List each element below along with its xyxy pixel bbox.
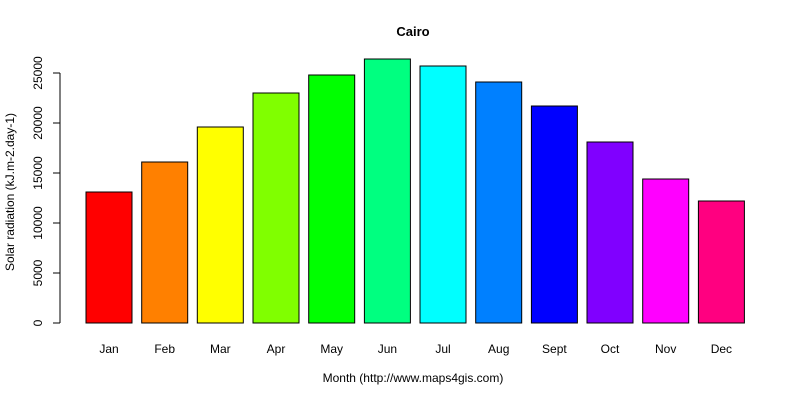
x-tick-label-oct: Oct: [601, 342, 620, 356]
bar-feb: [141, 161, 189, 324]
bar-jan: [85, 191, 133, 324]
x-tick-label-apr: Apr: [267, 342, 286, 356]
bar-sept: [530, 105, 578, 324]
bar-jul: [419, 65, 467, 324]
x-tick-label-nov: Nov: [655, 342, 676, 356]
y-tick-label-10000: 10000: [31, 206, 45, 240]
x-axis-label: Month (http://www.maps4gis.com): [323, 371, 504, 385]
x-tick-label-jan: Jan: [99, 342, 118, 356]
bar-may: [308, 74, 356, 324]
bar-oct: [586, 141, 634, 324]
bar-nov: [642, 178, 690, 324]
y-axis: 0 5000 10000 15000 20000 25000: [31, 56, 61, 326]
bar-aug: [475, 81, 523, 324]
bar-apr: [252, 92, 300, 324]
bar-jun: [363, 58, 411, 324]
x-tick-label-dec: Dec: [711, 342, 732, 356]
x-tick-label-jun: Jun: [378, 342, 397, 356]
x-tick-label-feb: Feb: [154, 342, 175, 356]
x-tick-label-may: May: [320, 342, 343, 356]
y-tick-label-5000: 5000: [31, 259, 45, 286]
y-axis-label: Solar radiation (kJ.m-2.day-1): [3, 113, 17, 271]
x-tick-label-sept: Sept: [542, 342, 567, 356]
bars-group: [85, 58, 745, 324]
bar-dec: [697, 200, 745, 324]
bar-mar: [196, 126, 244, 324]
chart-title: Cairo: [396, 24, 429, 39]
y-tick-label-15000: 15000: [31, 156, 45, 190]
y-tick-label-25000: 25000: [31, 56, 45, 90]
x-tick-labels: Jan Feb Mar Apr May Jun Jul Aug Sept Oct Nov Dec: [99, 342, 732, 356]
x-tick-label-mar: Mar: [210, 342, 231, 356]
y-tick-label-0: 0: [31, 319, 45, 326]
x-tick-label-aug: Aug: [488, 342, 509, 356]
x-tick-label-jul: Jul: [435, 342, 450, 356]
y-tick-label-20000: 20000: [31, 106, 45, 140]
